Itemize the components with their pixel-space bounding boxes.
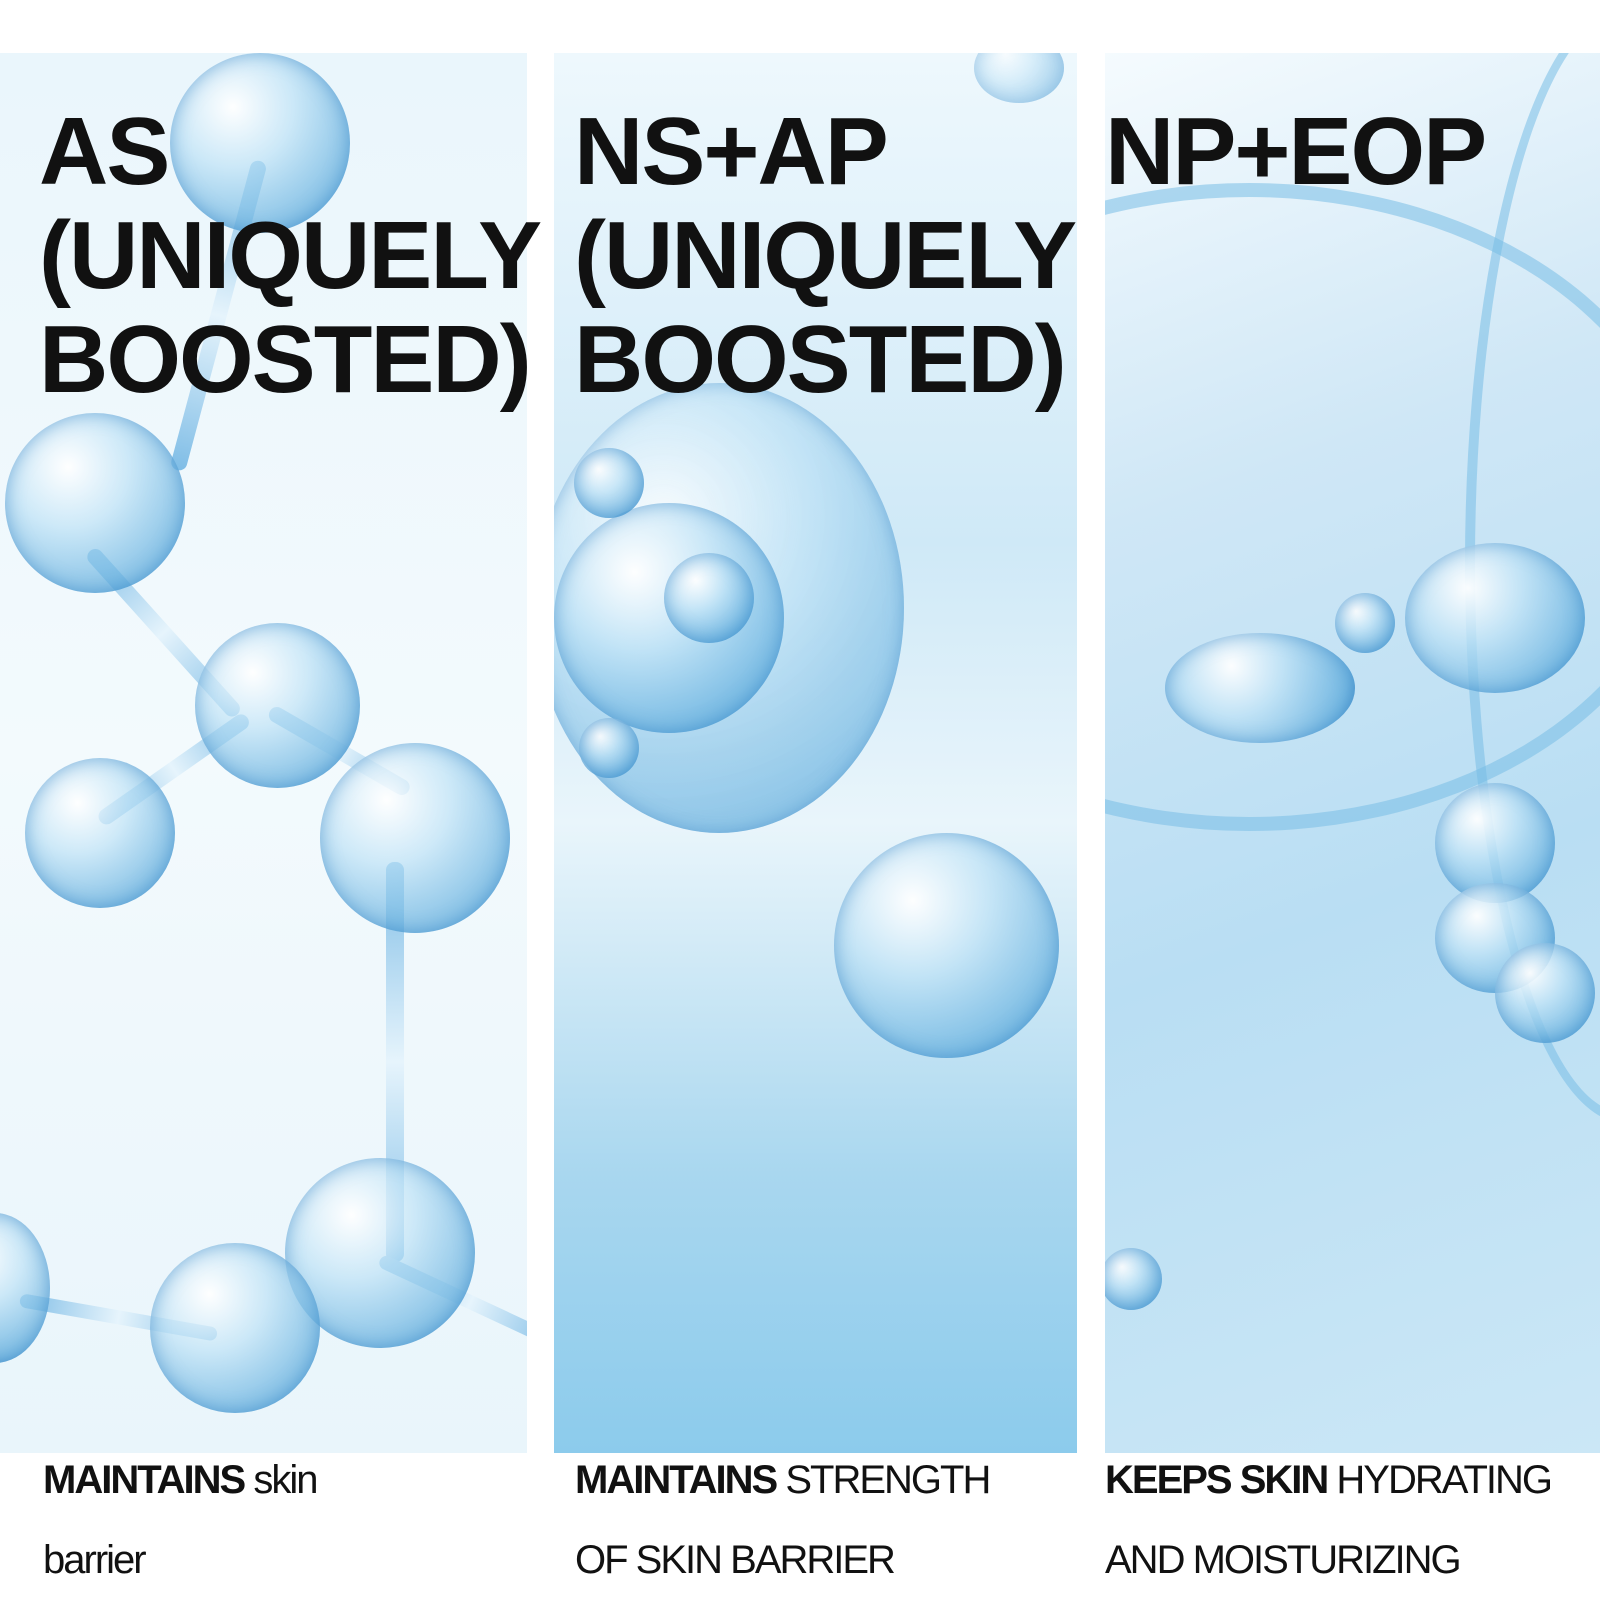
panel-np-eop-title: NP+EOP xyxy=(1105,98,1487,205)
panel-ns-ap-caption: MAINTAINS STRENGTH OF SKIN BARRIER xyxy=(575,1440,991,1600)
caption-text: AND MOISTURIZING xyxy=(1105,1538,1462,1582)
caption-text: STRENGTH xyxy=(776,1458,991,1502)
caption-bold: KEEPS SKIN xyxy=(1105,1458,1329,1502)
title-line: BOOSTED) xyxy=(574,306,1067,413)
caption-text: barrier xyxy=(43,1538,147,1582)
caption-text: skin xyxy=(244,1458,318,1502)
title-line: (UNIQUELY xyxy=(574,202,1077,309)
caption-text: OF SKIN BARRIER xyxy=(575,1538,896,1582)
panel-np-eop-caption: KEEPS SKIN HYDRATING AND MOISTURIZING xyxy=(1105,1440,1553,1600)
title-line: NP+EOP xyxy=(1105,98,1487,205)
caption-bold: MAINTAINS xyxy=(43,1458,246,1502)
title-line: NS+AP xyxy=(574,98,889,205)
panel-ns-ap-title: NS+AP (UNIQUELY BOOSTED) xyxy=(574,98,1077,413)
panel-np-eop-image xyxy=(1105,53,1600,1453)
title-line: AS xyxy=(39,98,170,205)
title-line: BOOSTED) xyxy=(39,306,532,413)
panel-as-caption: MAINTAINS skin barrier xyxy=(43,1440,319,1600)
caption-bold: MAINTAINS xyxy=(575,1458,778,1502)
title-line: (UNIQUELY xyxy=(39,202,542,309)
panel-as-image xyxy=(0,53,527,1453)
caption-text: HYDRATING xyxy=(1327,1458,1553,1502)
panel-ns-ap-image xyxy=(554,53,1077,1453)
panel-as-title: AS (UNIQUELY BOOSTED) xyxy=(39,98,542,413)
